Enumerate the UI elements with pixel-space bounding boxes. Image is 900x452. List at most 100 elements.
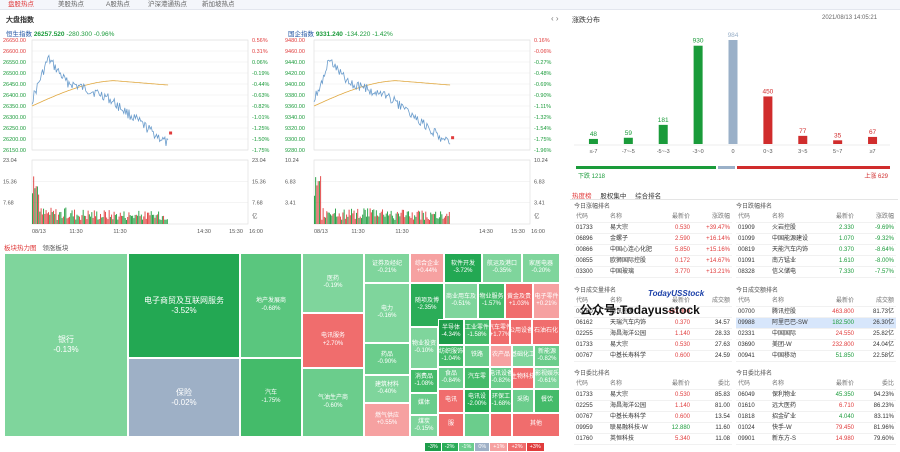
heat-cell[interactable]: 新能源 -0.82% <box>534 345 560 367</box>
column-header[interactable]: 代码 <box>576 381 589 387</box>
column-header[interactable]: 名称 <box>772 381 785 387</box>
hot-tab-2[interactable]: 综合排名 <box>635 193 662 200</box>
heat-cell[interactable]: 气油生产商 -0.60% <box>302 368 364 437</box>
table-row[interactable]: 00819 天能汽车内饰 0.370 -8.64% <box>736 245 896 256</box>
table-row[interactable]: 06049 保利物业 45.350 94.23% <box>736 390 896 401</box>
table-row[interactable]: 02255 海昌海洋公园 1.140 81.00 <box>574 401 732 412</box>
heat-cell[interactable]: 建筑材料 -0.40% <box>364 375 410 403</box>
column-header[interactable]: 委比 <box>717 381 730 387</box>
table-row[interactable]: 01909 火岩控股 2.330 -9.69% <box>736 223 896 234</box>
heat-cell[interactable]: 软件开发 -3.72% <box>444 253 482 283</box>
table-row[interactable]: 03300 中国玻璃 3.770 +13.21% <box>574 267 732 278</box>
heat-cell[interactable]: 汽车零件+1.77% <box>490 319 510 345</box>
heat-cell[interactable]: 汽车零 <box>464 367 490 389</box>
heat-cell[interactable]: 生物科技 <box>512 367 534 389</box>
column-header[interactable]: 代码 <box>576 214 589 220</box>
heat-cell[interactable]: 家居电器 -0.20% <box>522 253 560 283</box>
heat-cell[interactable]: 消费品 -1.08% <box>410 369 438 393</box>
heat-cell[interactable]: 电讯服务 +2.70% <box>302 313 364 368</box>
column-header[interactable]: 代码 <box>738 381 751 387</box>
column-header[interactable]: 成交额 <box>875 298 894 304</box>
table-row[interactable]: 01091 南方锰业 1.610 -8.00% <box>736 256 896 267</box>
column-header[interactable]: 名称 <box>610 214 623 220</box>
heat-cell[interactable]: 服 <box>438 413 464 437</box>
heat-cell[interactable] <box>490 413 512 437</box>
column-header[interactable]: 最新价 <box>671 298 690 304</box>
table-row[interactable]: 00866 中国心连心化肥 5.850 +15.16% <box>574 245 732 256</box>
heat-cell[interactable]: 证券及经纪 -0.21% <box>364 253 410 283</box>
heat-cell[interactable]: 农产品 <box>490 345 512 367</box>
table-row[interactable]: 01733 易大宗 0.530 +39.47% <box>574 223 732 234</box>
heat-cell[interactable]: 电子零件 +0.21% <box>533 283 560 319</box>
heat-cell[interactable]: 燃气供应 +0.55% <box>364 403 410 437</box>
heat-cell[interactable]: 综合企业 +0.44% <box>410 253 444 283</box>
hsce-name[interactable]: 国企指数 <box>288 31 314 38</box>
column-header[interactable]: 最新价 <box>835 214 854 220</box>
hot-tab-1[interactable]: 股权集中 <box>600 193 627 200</box>
heat-cell[interactable]: 采购 <box>512 389 534 413</box>
column-header[interactable]: 涨跌幅 <box>875 214 894 220</box>
column-header[interactable]: 代码 <box>576 298 589 304</box>
heat-cell[interactable]: 航运及港口 -0.35% <box>482 253 522 283</box>
heat-cell[interactable]: 物业投资 -0.10% <box>410 327 438 369</box>
table-row[interactable]: 01760 英恒科技 5.340 11.08 <box>574 434 732 445</box>
table-row[interactable]: 01610 远大医药 6.710 86.23% <box>736 401 896 412</box>
column-header[interactable]: 名称 <box>772 298 785 304</box>
heat-cell[interactable]: 电讯 <box>438 389 464 413</box>
prev-next-icon[interactable]: ‹ › <box>551 14 559 23</box>
table-row[interactable]: 01818 招金矿业 4.040 83.11% <box>736 412 896 423</box>
heat-cell[interactable]: 电力 -0.16% <box>364 283 410 343</box>
table-row[interactable]: 06896 金螺子 2.590 +16.14% <box>574 234 732 245</box>
table-row[interactable]: 01024 快手-W 79.450 81.96% <box>736 423 896 434</box>
heat-cell[interactable]: 纺织服饰 -1.04% <box>438 345 464 367</box>
heat-cell[interactable]: 环保工 -1.68% <box>490 389 512 413</box>
heat-cell[interactable]: 半导体 -4.34% <box>438 319 464 345</box>
heat-cell[interactable]: 电讯设 -2.00% <box>464 389 490 413</box>
heat-tab-0[interactable]: 板块热力图 <box>4 245 37 252</box>
table-row[interactable]: 02255 海昌海洋公园 1.140 28.33 <box>574 329 732 340</box>
table-row[interactable]: 00941 中国移动 51.850 22.58亿 <box>736 351 896 362</box>
heat-cell[interactable] <box>464 413 490 437</box>
heat-cell[interactable]: 基础化工 <box>512 345 534 367</box>
heat-cell[interactable]: 药品 -0.90% <box>364 343 410 375</box>
column-header[interactable]: 涨跌幅 <box>711 214 730 220</box>
heat-cell[interactable]: 食品 -0.84% <box>438 367 464 389</box>
column-header[interactable]: 最新价 <box>835 298 854 304</box>
column-header[interactable]: 名称 <box>610 298 623 304</box>
hot-tab-0[interactable]: 热度榜 <box>572 193 592 200</box>
heat-cell[interactable]: 工业零件 -1.58% <box>464 319 490 345</box>
table-row[interactable]: 02331 中国国际 24.550 25.82亿 <box>736 329 896 340</box>
nav-tab-2[interactable]: A股热点 <box>106 1 130 8</box>
column-header[interactable]: 代码 <box>738 298 751 304</box>
table-row[interactable]: 00767 中基长寿科学 0.600 13.54 <box>574 412 732 423</box>
heat-cell[interactable]: 餐饮 <box>534 389 560 413</box>
heat-cell[interactable]: 石油石化 <box>532 319 560 345</box>
heat-cell[interactable]: 汽车 -1.75% <box>240 358 302 437</box>
hsi-name[interactable]: 恒生指数 <box>6 31 32 38</box>
heat-tab-1[interactable]: 领涨板块 <box>42 245 69 252</box>
column-header[interactable]: 最新价 <box>835 381 854 387</box>
table-row[interactable]: 09988 阿里巴巴-SW 182.500 26.30亿 <box>736 318 896 329</box>
nav-tab-1[interactable]: 美股热点 <box>58 1 84 8</box>
column-header[interactable]: 名称 <box>610 381 623 387</box>
heat-cell[interactable]: 媒体 <box>410 393 438 415</box>
table-row[interactable]: 01099 中国能源建设 1.070 -9.32% <box>736 234 896 245</box>
table-row[interactable]: 06162 天瑞汽车内饰 0.370 34.57 <box>574 318 732 329</box>
column-header[interactable]: 最新价 <box>671 214 690 220</box>
heat-cell[interactable]: 电讯设备 -0.82% <box>490 367 512 389</box>
column-header[interactable]: 代码 <box>738 214 751 220</box>
heat-cell[interactable]: 铁路 <box>464 345 490 367</box>
heat-cell[interactable]: 煤炭 -0.15% <box>410 415 438 437</box>
table-row[interactable]: 03690 美团-W 232.800 24.04亿 <box>736 340 896 351</box>
heat-cell[interactable]: 公用设备 <box>510 319 532 345</box>
heat-cell[interactable]: 物业服务 -1.57% <box>478 283 505 319</box>
nav-tab-0[interactable]: 盘股热点 <box>8 1 34 8</box>
heat-cell[interactable]: 银行 -0.13% <box>4 253 128 437</box>
heat-cell[interactable]: 商业用车及 -0.51% <box>444 283 478 319</box>
table-row[interactable]: 00767 中基长寿科学 0.600 24.59 <box>574 351 732 362</box>
table-row[interactable]: 08328 信义储电 7.330 -7.57% <box>736 267 896 278</box>
column-header[interactable]: 成交额 <box>711 298 730 304</box>
column-header[interactable]: 委比 <box>881 381 894 387</box>
heat-cell[interactable]: 黄金及贵 +1.03% <box>505 283 533 319</box>
heat-cell[interactable]: 其他 <box>512 413 560 437</box>
